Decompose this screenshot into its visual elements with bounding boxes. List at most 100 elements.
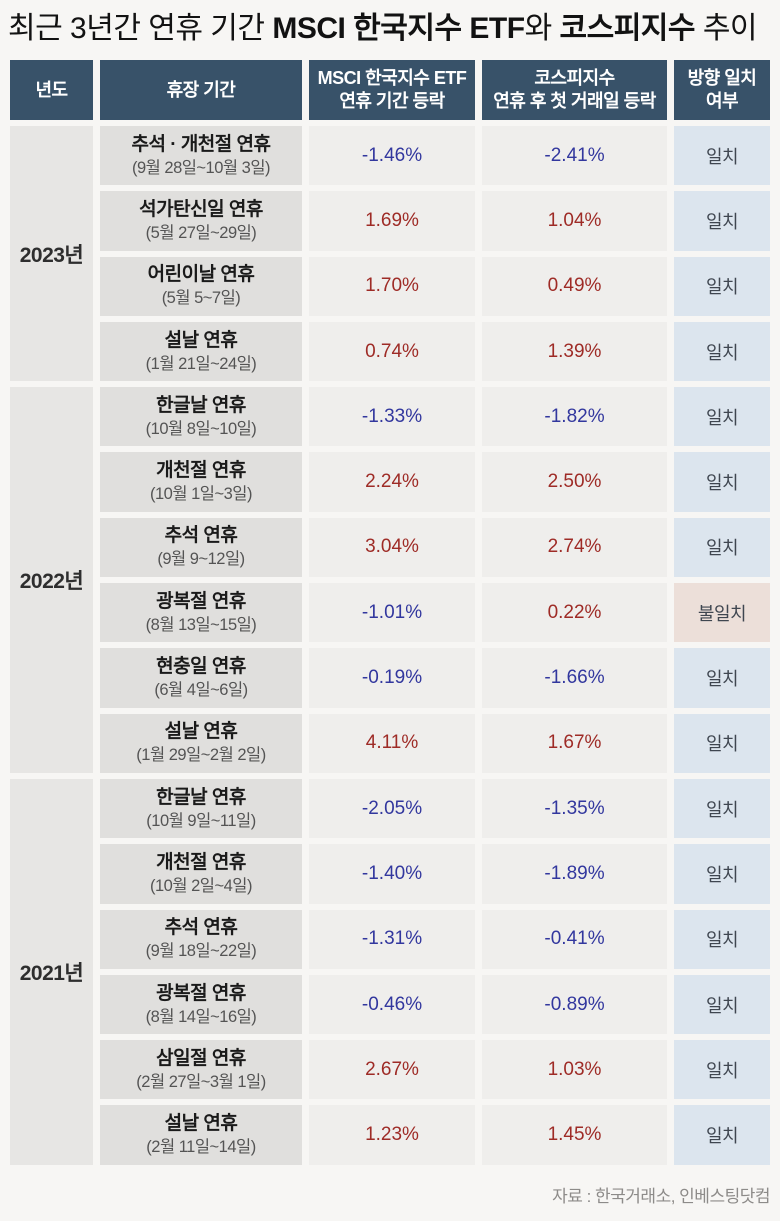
header-kospi-change: 코스피지수 연휴 후 첫 거래일 등락 bbox=[482, 60, 667, 120]
direction-match-cell: 일치 bbox=[674, 1040, 770, 1100]
holiday-period-cell: 한글날 연휴 (10월 8일~10일) bbox=[100, 387, 302, 447]
direction-match-cell: 일치 bbox=[674, 1105, 770, 1165]
direction-match-cell: 일치 bbox=[674, 909, 770, 969]
holiday-dates: (6월 4일~6일) bbox=[154, 681, 248, 700]
header-closure-period-label: 휴장 기간 bbox=[166, 79, 236, 100]
header-match-line2: 여부 bbox=[705, 91, 739, 111]
holiday-period-cell: 한글날 연휴 (10월 9일~11일) bbox=[100, 778, 302, 839]
title-segment: 코스피지수 bbox=[559, 12, 696, 45]
msci-etf-change-cell: -1.40% bbox=[309, 844, 475, 904]
header-direction-match: 방향 일치 여부 bbox=[674, 60, 770, 120]
holiday-name: 설날 연휴 bbox=[164, 721, 238, 743]
direction-match-cell: 일치 bbox=[674, 778, 770, 839]
header-closure-period: 휴장 기간 bbox=[100, 60, 302, 120]
kospi-change-cell: 1.04% bbox=[482, 191, 667, 251]
holiday-dates: (10월 1일~3일) bbox=[150, 485, 252, 504]
header-match-line1: 방향 일치 bbox=[687, 68, 757, 88]
holiday-dates: (1월 29일~2월 2일) bbox=[136, 746, 266, 765]
holiday-dates: (9월 18일~22일) bbox=[145, 942, 257, 961]
holiday-dates: (5월 5~7일) bbox=[161, 289, 241, 308]
msci-etf-change-cell: 1.69% bbox=[309, 191, 475, 251]
year-cell: 2023년 bbox=[10, 126, 93, 382]
msci-etf-change-cell: 1.23% bbox=[309, 1105, 475, 1165]
direction-match-cell: 일치 bbox=[674, 256, 770, 316]
direction-match-cell: 일치 bbox=[674, 974, 770, 1035]
kospi-change-cell: 0.49% bbox=[482, 256, 667, 316]
msci-etf-change-cell: -1.31% bbox=[309, 909, 475, 969]
kospi-change-cell: 1.67% bbox=[482, 713, 667, 773]
holiday-name: 개천절 연휴 bbox=[156, 460, 246, 482]
holiday-name: 설날 연휴 bbox=[164, 329, 238, 351]
msci-etf-change-cell: -0.19% bbox=[309, 648, 475, 708]
holiday-period-cell: 어린이날 연휴 (5월 5~7일) bbox=[100, 256, 302, 316]
kospi-change-cell: -1.35% bbox=[482, 778, 667, 839]
direction-match-cell: 일치 bbox=[674, 713, 770, 773]
header-year-label: 년도 bbox=[35, 79, 68, 100]
kospi-change-cell: 2.74% bbox=[482, 517, 667, 578]
holiday-dates: (10월 8일~10일) bbox=[145, 419, 257, 438]
holiday-dates: (10월 9일~11일) bbox=[146, 811, 256, 830]
holiday-period-cell: 삼일절 연휴 (2월 27일~3월 1일) bbox=[100, 1040, 302, 1100]
holiday-dates: (2월 11일~14일) bbox=[146, 1138, 256, 1157]
year-cell: 2022년 bbox=[10, 387, 93, 773]
direction-match-cell: 일치 bbox=[674, 387, 770, 447]
holiday-name: 개천절 연휴 bbox=[156, 851, 246, 873]
msci-etf-change-cell: 3.04% bbox=[309, 517, 475, 578]
msci-etf-change-cell: 0.74% bbox=[309, 321, 475, 382]
header-kospi-line1: 코스피지수 bbox=[534, 68, 615, 88]
holiday-dates: (9월 28일~10월 3일) bbox=[131, 158, 271, 177]
msci-etf-change-cell: -1.01% bbox=[309, 583, 475, 643]
msci-etf-change-cell: -0.46% bbox=[309, 974, 475, 1035]
kospi-change-cell: 1.39% bbox=[482, 321, 667, 382]
title-segment: 최근 3년간 연휴 기간 bbox=[8, 12, 273, 45]
holiday-dates: (9월 9~12일) bbox=[157, 550, 245, 569]
holiday-period-cell: 개천절 연휴 (10월 2일~4일) bbox=[100, 844, 302, 904]
msci-etf-change-cell: 1.70% bbox=[309, 256, 475, 316]
direction-match-cell: 일치 bbox=[674, 844, 770, 904]
page-title: 최근 3년간 연휴 기간 MSCI 한국지수 ETF와 코스피지수 추이 bbox=[8, 12, 772, 46]
kospi-change-cell: 0.22% bbox=[482, 583, 667, 643]
holiday-period-cell: 설날 연휴 (1월 21일~24일) bbox=[100, 321, 302, 382]
holiday-name: 한글날 연휴 bbox=[156, 394, 246, 416]
header-year: 년도 bbox=[10, 60, 93, 120]
direction-match-cell: 일치 bbox=[674, 648, 770, 708]
kospi-change-cell: -1.82% bbox=[482, 387, 667, 447]
direction-match-cell: 일치 bbox=[674, 191, 770, 251]
holiday-dates: (8월 13일~15일) bbox=[145, 615, 257, 634]
holiday-period-cell: 추석 · 개천절 연휴 (9월 28일~10월 3일) bbox=[100, 126, 302, 186]
kospi-change-cell: 2.50% bbox=[482, 452, 667, 512]
msci-etf-change-cell: -2.05% bbox=[309, 778, 475, 839]
msci-etf-change-cell: 2.67% bbox=[309, 1040, 475, 1100]
holiday-dates: (10월 2일~4일) bbox=[150, 876, 252, 895]
holiday-returns-table: 년도 휴장 기간 MSCI 한국지수 ETF 연휴 기간 등락 코스피지수 연휴… bbox=[10, 60, 770, 1165]
kospi-change-cell: 1.45% bbox=[482, 1105, 667, 1165]
holiday-period-cell: 현충일 연휴 (6월 4일~6일) bbox=[100, 648, 302, 708]
holiday-period-cell: 추석 연휴 (9월 18일~22일) bbox=[100, 909, 302, 969]
msci-etf-change-cell: -1.33% bbox=[309, 387, 475, 447]
kospi-change-cell: -2.41% bbox=[482, 126, 667, 186]
title-segment: 와 bbox=[524, 12, 560, 45]
holiday-dates: (2월 27일~3월 1일) bbox=[136, 1072, 266, 1091]
kospi-change-cell: -0.41% bbox=[482, 909, 667, 969]
direction-match-cell: 일치 bbox=[674, 126, 770, 186]
holiday-name: 광복절 연휴 bbox=[156, 590, 246, 612]
holiday-name: 설날 연휴 bbox=[164, 1113, 238, 1135]
msci-etf-change-cell: 4.11% bbox=[309, 713, 475, 773]
kospi-change-cell: -1.89% bbox=[482, 844, 667, 904]
holiday-dates: (5월 27일~29일) bbox=[145, 223, 257, 242]
direction-match-cell: 일치 bbox=[674, 517, 770, 578]
title-segment: 추이 bbox=[695, 12, 758, 45]
direction-match-cell: 일치 bbox=[674, 452, 770, 512]
holiday-name: 어린이날 연휴 bbox=[147, 264, 255, 286]
holiday-name: 삼일절 연휴 bbox=[156, 1047, 246, 1069]
holiday-dates: (1월 21일~24일) bbox=[145, 354, 257, 373]
header-kospi-line2: 연휴 후 첫 거래일 등락 bbox=[493, 91, 656, 111]
holiday-name: 현충일 연휴 bbox=[156, 656, 246, 678]
header-msci-line1: MSCI 한국지수 ETF bbox=[317, 68, 467, 88]
holiday-name: 광복절 연휴 bbox=[156, 982, 246, 1004]
title-segment: MSCI 한국지수 ETF bbox=[272, 12, 525, 45]
holiday-name: 추석 연휴 bbox=[164, 917, 238, 939]
kospi-change-cell: 1.03% bbox=[482, 1040, 667, 1100]
holiday-name: 석가탄신일 연휴 bbox=[139, 198, 263, 220]
holiday-name: 추석 연휴 bbox=[164, 525, 238, 547]
